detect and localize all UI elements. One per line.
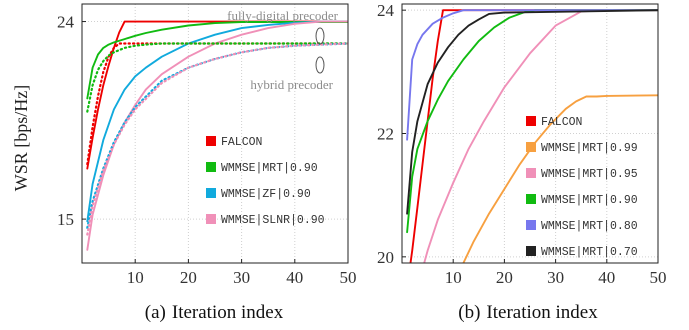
annotation-hybrid: hybrid precoder (250, 77, 333, 92)
legend-b-swatch-4 (526, 194, 536, 204)
annotation-ellipse-top (315, 27, 325, 45)
legend-b-label-2: WMMSE|MRT|0.99 (541, 142, 638, 155)
legend-b-label-5: WMMSE|MRT|0.80 (541, 220, 638, 233)
y-tick-label: 22 (377, 125, 394, 144)
y-tick-label: 24 (377, 1, 395, 20)
x-tick-label: 40 (286, 268, 303, 287)
series-line-3 (86, 20, 348, 223)
panel-b-xlabel: Iteration index (486, 302, 598, 323)
legend-b-swatch-5 (526, 220, 536, 230)
legend-b-swatch-2 (526, 142, 536, 152)
panel-a-frame (81, 3, 349, 264)
legend-b-label-6: WMMSE|MRT|0.70 (541, 246, 638, 259)
series-line-6 (406, 9, 658, 215)
legend-a-swatch-2 (206, 162, 216, 172)
panel-a-caption-label: (a) (145, 302, 166, 323)
series-line-3 (423, 9, 658, 263)
legend-a-label-1: FALCON (221, 136, 262, 149)
x-tick-label: 10 (445, 268, 462, 287)
panel-a-xlabel: Iteration index (172, 302, 284, 323)
x-tick-label: 10 (127, 268, 144, 287)
series-line-dotted-5 (86, 42, 348, 166)
y-tick-label: 20 (377, 248, 394, 267)
series-line-2 (462, 94, 658, 263)
series-line-1 (409, 9, 658, 263)
y-tick-label: 15 (57, 210, 74, 229)
panel-b: 10 20 30 40 50 20 22 24 FALCON WMMSE|MRT|0.99 W… (377, 1, 667, 323)
legend-a-swatch-4 (206, 214, 216, 224)
panel-b-series (406, 9, 658, 263)
panel-a-legend: FALCON WMMSE|MRT|0.90 WMMSE|ZF|0.90 WMMS… (206, 136, 325, 227)
annotation-ellipse-bottom (315, 56, 325, 74)
legend-b-swatch-3 (526, 168, 536, 178)
panel-a-caption: (a) Iteration index (145, 302, 284, 323)
legend-a-label-3: WMMSE|ZF|0.90 (221, 188, 311, 201)
panel-b-legend: FALCON WMMSE|MRT|0.99 WMMSE|MRT|0.95 WMM… (526, 116, 638, 259)
legend-b-swatch-1 (526, 116, 536, 126)
x-tick-label: 30 (233, 268, 250, 287)
x-tick-label: 20 (496, 268, 513, 287)
y-tick-label: 24 (57, 13, 75, 32)
series-line-dotted-8 (86, 42, 348, 236)
x-tick-label: 40 (598, 268, 615, 287)
legend-b-swatch-6 (526, 246, 536, 256)
x-tick-label: 20 (180, 268, 197, 287)
annotation-fully-digital: fully-digital precoder (227, 8, 338, 23)
legend-a-label-4: WMMSE|SLNR|0.90 (221, 214, 325, 227)
series-line-4 (86, 20, 348, 251)
panel-a-ylabel: WSR [bps/Hz] (11, 85, 31, 192)
series-line-5 (406, 9, 658, 141)
legend-a-label-2: WMMSE|MRT|0.90 (221, 162, 318, 175)
panel-b-caption: (b) Iteration index (458, 302, 598, 323)
panel-b-ticks: 10 20 30 40 50 20 22 24 (377, 1, 667, 287)
series-line-2 (86, 21, 348, 100)
x-tick-label: 30 (547, 268, 564, 287)
x-tick-label: 50 (340, 268, 357, 287)
legend-a-swatch-1 (206, 136, 216, 146)
panel-a-series (86, 20, 348, 251)
legend-b-label-1: FALCON (541, 116, 582, 129)
series-line-1 (86, 20, 348, 170)
legend-b-label-4: WMMSE|MRT|0.90 (541, 194, 638, 207)
panel-b-caption-label: (b) (458, 302, 480, 323)
legend-b-label-3: WMMSE|MRT|0.95 (541, 168, 638, 181)
x-tick-label: 50 (650, 268, 667, 287)
series-line-dotted-6 (86, 42, 348, 113)
panel-a-ticks: 10 20 30 40 50 15 24 (57, 13, 357, 287)
legend-a-swatch-3 (206, 188, 216, 198)
panel-a: 10 20 30 40 50 15 24 fully-digital precoder hy… (11, 3, 357, 323)
